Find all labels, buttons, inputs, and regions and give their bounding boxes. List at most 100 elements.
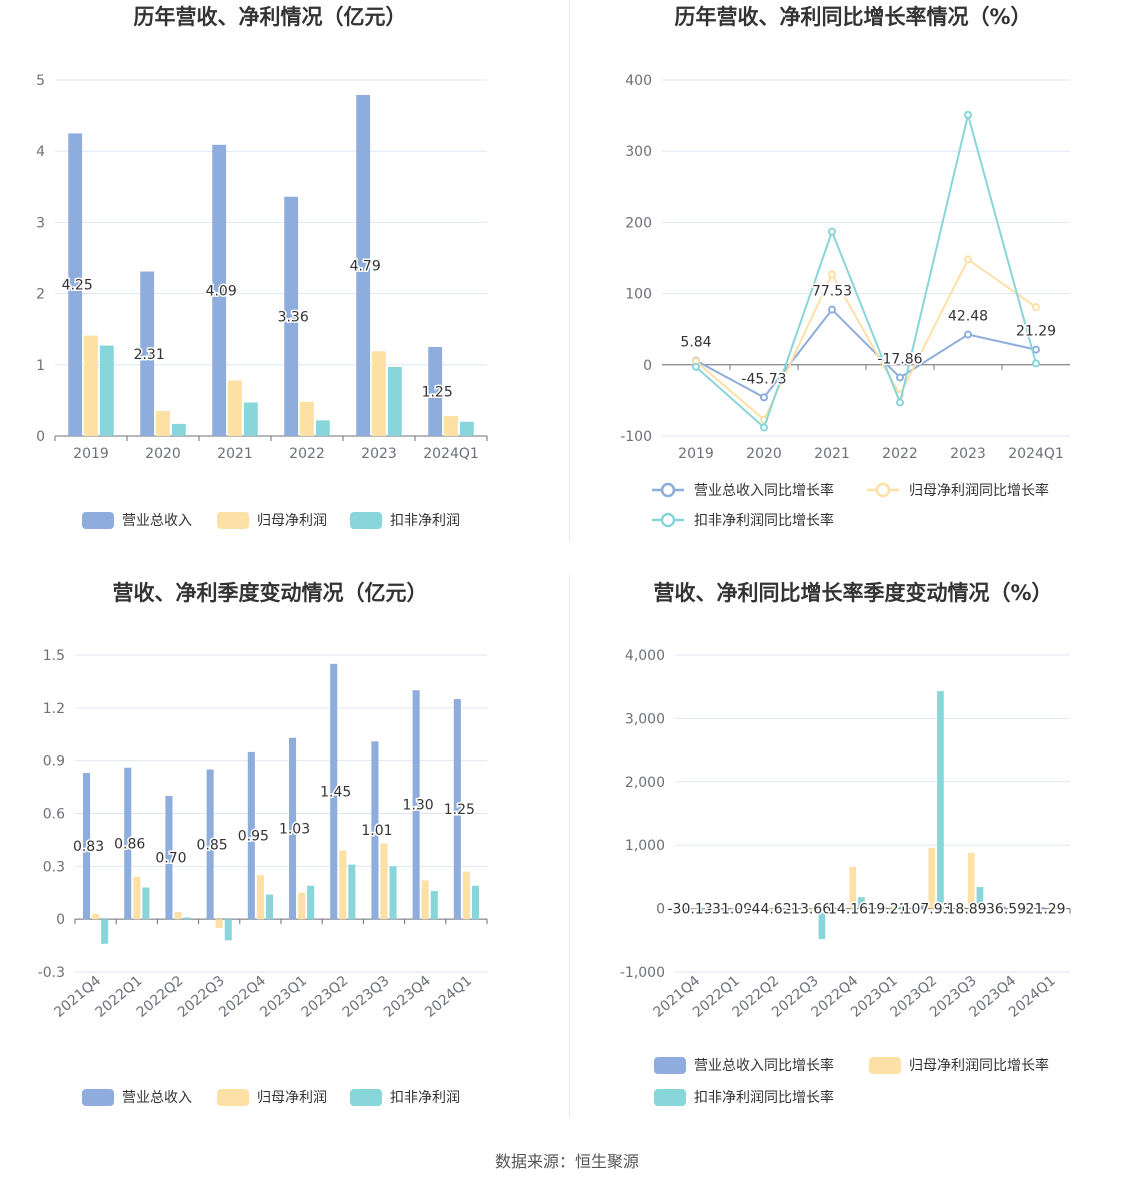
chart-quarterly-growth-rate: 营收、净利同比增长率季度变动情况（%） -1,000 0 1,000 2,000 3,00… (567, 575, 1134, 1135)
bar (124, 767, 132, 920)
x-tick-label: 2021 (217, 446, 253, 462)
chart-annual-revenue-profit: 历年营收、净利情况（亿元） 0 1 2 3 4 5 2019 2020 2021 2022 2023 2… (0, 0, 567, 560)
data-label: 3.36 (278, 309, 309, 325)
data-label: 1.25 (422, 385, 453, 401)
legend-swatch (875, 482, 891, 498)
bar (315, 420, 330, 436)
bar (888, 906, 896, 909)
bar (339, 850, 347, 920)
legend-label: 扣非净利润同比增长率 (694, 1089, 834, 1106)
bar (722, 908, 729, 911)
data-label: -45.73 (741, 371, 786, 387)
chart-title: 营收、净利同比增长率季度变动情况（%） (653, 581, 1052, 605)
data-label: 4.09 (206, 283, 237, 299)
bar (165, 795, 173, 920)
bar (840, 907, 848, 909)
x-tick-label: 2019 (678, 446, 714, 462)
data-label: 1.01 (361, 823, 392, 839)
bar (133, 876, 141, 920)
legend-swatch (350, 1089, 382, 1106)
x-tick-label: 2024Q1 (422, 973, 475, 1021)
bar (356, 94, 371, 437)
bar (682, 908, 690, 911)
legend-label: 营业总收入 (122, 1090, 192, 1106)
bar (998, 906, 1006, 909)
chart-title: 历年营收、净利情况（亿元） (134, 5, 407, 29)
data-point (828, 270, 836, 279)
data-point (964, 255, 972, 264)
bar (174, 912, 182, 920)
y-tick-label: -1,000 (620, 965, 665, 981)
y-tick-label: 4 (36, 144, 45, 160)
bar (430, 890, 438, 920)
bar (300, 401, 314, 436)
data-label: 2.31 (134, 347, 165, 363)
bar (459, 421, 474, 436)
bar (770, 908, 778, 910)
bar (389, 866, 397, 920)
vertical-divider-bottom (569, 575, 570, 1117)
y-tick-label: 2,000 (625, 775, 665, 791)
bar (897, 906, 905, 909)
data-label: 21.29 (1026, 902, 1066, 918)
data-label: 0.83 (73, 839, 104, 855)
x-tick-label: 2021 (814, 446, 850, 462)
bar (330, 663, 338, 920)
data-label: 0.70 (155, 851, 186, 867)
data-point (896, 373, 904, 382)
legend-swatch (217, 512, 249, 529)
data-label: 42.48 (948, 309, 988, 325)
data-label: 36.59 (986, 902, 1026, 918)
legend-swatch (660, 512, 676, 528)
legend-label: 营业总收入 (122, 513, 192, 529)
bar (228, 380, 242, 436)
bar (818, 908, 826, 940)
bar (298, 892, 306, 920)
legend-label: 归母净利润 (257, 1089, 327, 1106)
bar (372, 351, 386, 436)
y-tick-label: 0 (36, 429, 45, 445)
data-point (828, 227, 836, 236)
data-label: -44.62 (746, 902, 791, 918)
x-tick-label: 2022 (289, 446, 325, 462)
data-point (964, 110, 972, 119)
chart-annual-growth-rate-svg: 历年营收、净利同比增长率情况（%） -100 0 100 200 300 400 2019 20… (620, 5, 1070, 529)
data-label: 1.03 (279, 821, 310, 837)
y-tick-label: 0 (656, 902, 665, 918)
data-label: -30.13 (667, 902, 712, 918)
bar (1055, 907, 1063, 909)
bar (761, 908, 769, 912)
bar (224, 919, 232, 941)
x-tick-label: 2024Q1 (423, 446, 479, 462)
y-tick-label: 0.6 (43, 807, 65, 823)
y-tick-label: 5 (36, 73, 45, 89)
bar (156, 411, 170, 436)
data-point (760, 423, 768, 432)
data-label: 4.79 (350, 258, 381, 274)
legend-label: 扣非净利润 (390, 1090, 460, 1106)
y-tick-label: 3 (36, 215, 45, 231)
x-tick-label: 2023 (950, 446, 986, 462)
y-tick-label: 0.9 (43, 754, 65, 770)
y-tick-label: 400 (625, 73, 652, 89)
bar (1007, 907, 1015, 909)
data-label: -31.09 (707, 902, 752, 918)
bar (247, 751, 255, 920)
bar (801, 908, 808, 910)
bar (256, 875, 264, 920)
legend-label: 营业总收入同比增长率 (694, 1057, 834, 1074)
x-tick-label: 2023 (361, 446, 397, 462)
bar (140, 271, 155, 436)
bar (387, 366, 402, 436)
bar (1046, 907, 1054, 909)
x-tick-label: 2019 (73, 446, 109, 462)
bar (809, 908, 817, 913)
bar (1016, 907, 1023, 909)
data-point (1032, 303, 1040, 312)
legend-swatch (654, 1089, 686, 1106)
data-label: 1.25 (444, 802, 475, 818)
data-label: -17.86 (877, 352, 922, 368)
data-label: 0.86 (114, 836, 145, 852)
y-tick-label: 4,000 (625, 648, 665, 664)
bar (1038, 907, 1045, 909)
